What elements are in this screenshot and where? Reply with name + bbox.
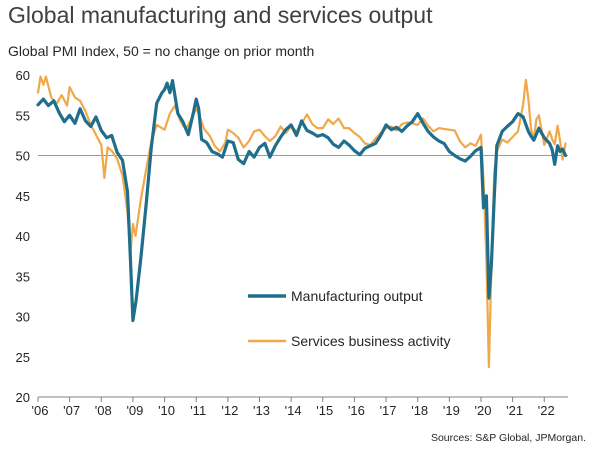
legend: Manufacturing output Services business a… — [248, 288, 451, 349]
legend-label-manufacturing: Manufacturing output — [291, 288, 423, 304]
series-line-manufacturing — [36, 79, 568, 323]
x-tick-label: '11 — [190, 403, 206, 418]
x-tick-label: '13 — [253, 403, 270, 418]
legend-label-services: Services business activity — [291, 333, 451, 349]
x-tick-label: '16 — [348, 403, 365, 418]
series-layer — [36, 75, 568, 369]
chart-subtitle: Global PMI Index, 50 = no change on prio… — [8, 43, 315, 59]
y-tick-label: 40 — [16, 229, 30, 244]
x-tick-label: '14 — [285, 403, 302, 418]
x-tick-label: '07 — [63, 403, 80, 418]
y-tick-label: 25 — [16, 350, 30, 365]
y-tick-label: 45 — [16, 189, 30, 204]
x-tick-label: '22 — [538, 403, 555, 418]
source-note: Sources: S&P Global, JPMorgan. — [430, 432, 586, 444]
x-tick-label: '10 — [158, 403, 175, 418]
y-tick-label: 50 — [16, 149, 30, 164]
x-tick-label: '19 — [443, 403, 460, 418]
y-tick-label: 55 — [16, 108, 30, 123]
x-tick-label: '20 — [475, 403, 492, 418]
axes-layer: 20 25 30 35 40 45 50 55 60 '06 '07 '08 '09 '10 '11 '12 '… — [16, 68, 568, 418]
x-tick-label: '06 — [32, 403, 49, 418]
y-tick-label: 35 — [16, 269, 30, 284]
x-tick-label: '15 — [316, 403, 333, 418]
x-tick-label: '08 — [95, 403, 112, 418]
x-tick-label: '21 — [506, 403, 523, 418]
x-tick-label: '18 — [411, 403, 428, 418]
x-tick-label: '09 — [126, 403, 143, 418]
y-tick-label: 60 — [16, 68, 30, 83]
x-tick-label: '17 — [380, 403, 397, 418]
chart-title: Global manufacturing and services output — [8, 2, 433, 28]
y-tick-label: 30 — [16, 310, 30, 325]
x-tick-label: '12 — [221, 403, 238, 418]
y-tick-label: 20 — [16, 390, 30, 405]
